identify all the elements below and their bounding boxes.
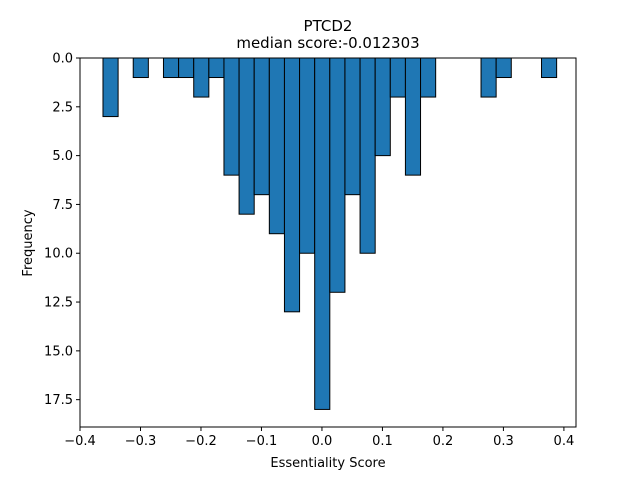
x-tick-label: −0.4 <box>64 434 96 449</box>
x-axis-label: Essentiality Score <box>270 456 385 471</box>
histogram-bar <box>344 57 361 196</box>
histogram-bar <box>404 57 422 176</box>
y-axis-ticks: 0.0 2.5 5.0 7.5 10.0 12.5 15.0 17.5 <box>44 52 80 408</box>
histogram-bar <box>193 57 210 98</box>
histogram-bar <box>495 57 512 79</box>
x-tick-label: −0.1 <box>246 434 278 449</box>
histogram-bar <box>314 57 331 410</box>
histogram-bar <box>102 57 119 118</box>
histogram-bar <box>162 57 180 79</box>
chart-title: PTCD2 <box>304 17 353 35</box>
x-tick-label: 0.4 <box>554 434 575 449</box>
y-tick-label: 17.5 <box>44 393 73 408</box>
histogram-bar <box>299 57 316 254</box>
chart-subtitle: median score:-0.012303 <box>236 34 419 52</box>
histogram-bar <box>178 57 195 79</box>
histogram-bar <box>208 57 225 79</box>
y-tick-label: 5.0 <box>52 149 73 164</box>
histogram-bar <box>238 57 255 215</box>
x-tick-label: 0.2 <box>433 434 454 449</box>
histogram-bar <box>480 57 497 98</box>
x-tick-label: 0.3 <box>493 434 514 449</box>
y-tick-label: 15.0 <box>44 344 73 359</box>
plot-frame <box>79 57 577 428</box>
histogram-bar <box>268 57 285 235</box>
histogram-bar <box>132 57 149 79</box>
y-tick-label: 12.5 <box>44 296 73 311</box>
y-tick-label: 10.0 <box>44 247 73 262</box>
histogram-bar <box>374 57 391 157</box>
histogram-bar <box>283 57 301 313</box>
histogram-bar <box>253 57 270 196</box>
histogram-bar <box>389 57 406 98</box>
y-tick-label: 7.5 <box>52 198 73 213</box>
bars-group <box>102 57 558 410</box>
x-tick-label: −0.2 <box>185 434 217 449</box>
histogram-bar <box>359 57 376 254</box>
histogram-bar <box>329 57 346 293</box>
x-tick-label: 0.0 <box>312 434 333 449</box>
x-tick-label: −0.3 <box>125 434 157 449</box>
histogram-bar <box>541 57 558 79</box>
y-tick-label: 0.0 <box>52 52 73 67</box>
y-axis-label: Frequency <box>21 209 36 276</box>
histogram-bar <box>420 57 437 98</box>
y-tick-label: 2.5 <box>52 100 73 115</box>
x-tick-label: 0.1 <box>372 434 393 449</box>
x-axis-ticks: −0.4 −0.3 −0.2 −0.1 0.0 0.1 0.2 0.3 0.4 <box>64 427 574 449</box>
histogram-bar <box>223 57 240 176</box>
